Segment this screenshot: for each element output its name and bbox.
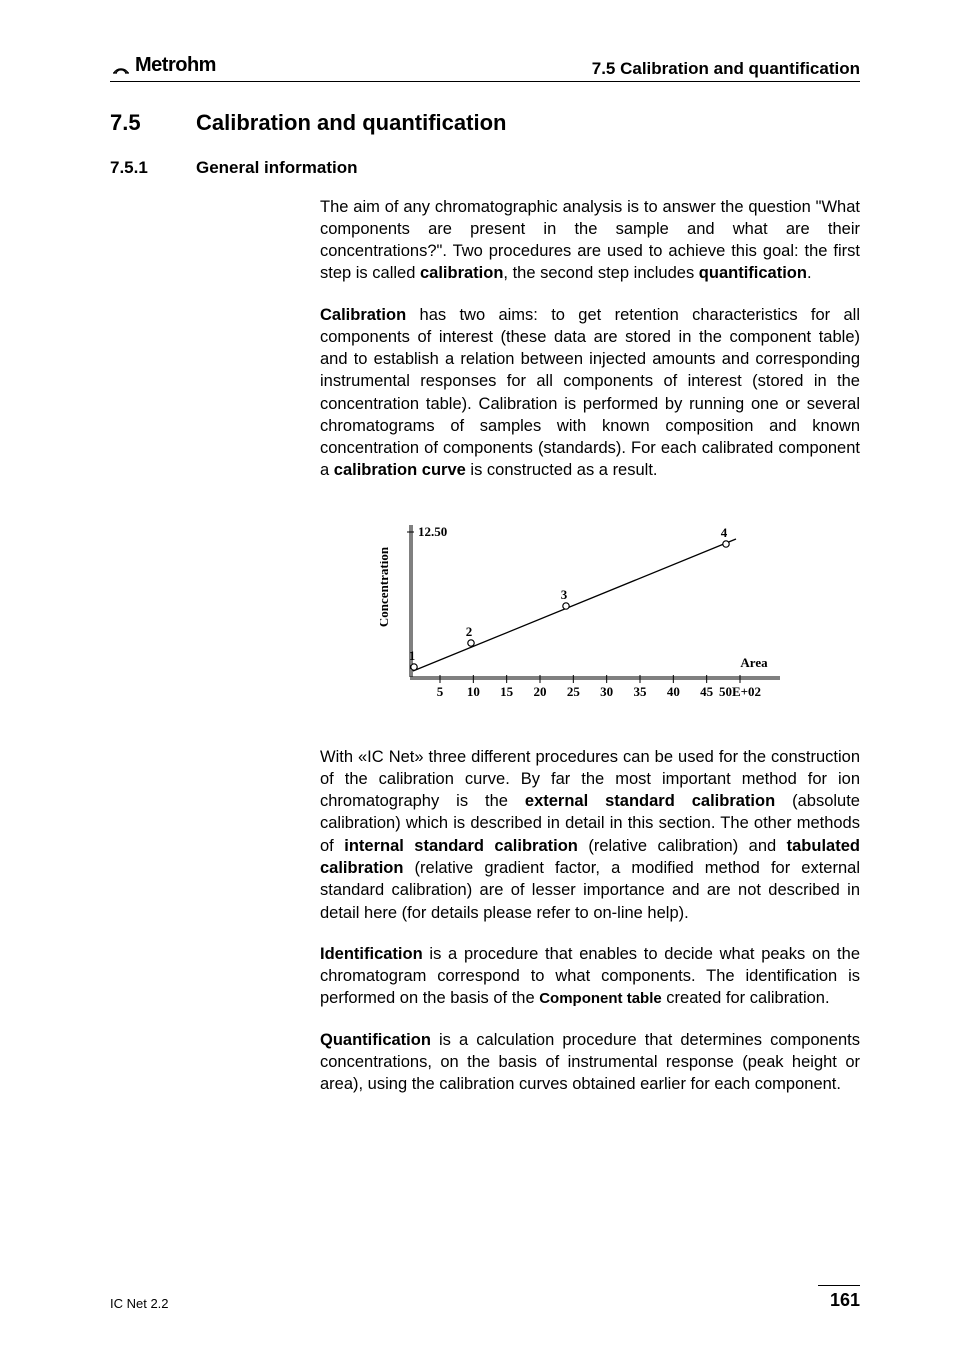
paragraph-intro: The aim of any chromatographic analysis … (320, 196, 860, 285)
body-content: The aim of any chromatographic analysis … (320, 196, 860, 1096)
subsection-number: 7.5.1 (110, 158, 152, 178)
text-run: . (807, 264, 812, 282)
logo-icon (110, 58, 132, 74)
text-run: (relative calibration) and (578, 837, 787, 855)
svg-text:5: 5 (437, 684, 444, 699)
bold-term-calibration-curve: calibration curve (334, 461, 466, 479)
text-run: has two aims: to get retention character… (320, 306, 860, 480)
paragraph-identification: Identification is a procedure that enabl… (320, 943, 860, 1010)
logo: Metrohm (110, 54, 216, 77)
section-heading: 7.5 Calibration and quantification (110, 110, 860, 136)
bold-term-quantification: quantification (699, 264, 807, 282)
text-run: created for calibration. (662, 989, 830, 1007)
bold-term-calibration: Calibration (320, 306, 406, 324)
svg-text:45: 45 (700, 684, 714, 699)
svg-text:2: 2 (466, 624, 473, 639)
header-section-ref: 7.5 Calibration and quantification (592, 59, 860, 79)
svg-text:20: 20 (534, 684, 547, 699)
page-footer: IC Net 2.2 161 (110, 1285, 860, 1311)
page-header: Metrohm 7.5 Calibration and quantificati… (110, 54, 860, 82)
svg-text:12.50: 12.50 (418, 524, 447, 539)
paragraph-quantification: Quantification is a calculation procedur… (320, 1029, 860, 1096)
subsection-heading: 7.5.1 General information (110, 158, 860, 178)
bold-term-internal-std: internal standard calibration (344, 837, 578, 855)
chart-svg: Concentration 12.50 5 10 15 20 25 30 35 40 45 50E+0… (380, 512, 800, 712)
svg-text:15: 15 (500, 684, 514, 699)
svg-text:25: 25 (567, 684, 581, 699)
logo-text: Metrohm (135, 54, 216, 77)
footer-product: IC Net 2.2 (110, 1296, 169, 1311)
subsection-title: General information (196, 158, 358, 178)
svg-text:30: 30 (600, 684, 613, 699)
svg-text:35: 35 (634, 684, 648, 699)
svg-text:10: 10 (467, 684, 480, 699)
svg-text:4: 4 (721, 525, 728, 540)
bold-term-identification: Identification (320, 945, 423, 963)
svg-text:50E+02: 50E+02 (719, 684, 761, 699)
bold-term-calibration: calibration (420, 264, 503, 282)
svg-text:Concentration: Concentration (380, 546, 391, 627)
svg-text:40: 40 (667, 684, 680, 699)
bold-term-external-std: external standard calibration (525, 792, 775, 810)
svg-text:Area: Area (740, 655, 768, 670)
calibration-curve-chart: Concentration 12.50 5 10 15 20 25 30 35 40 45 50E+0… (380, 512, 860, 712)
paragraph-methods: With «IC Net» three different procedures… (320, 746, 860, 924)
section-title: Calibration and quantification (196, 110, 506, 136)
svg-text:3: 3 (561, 587, 568, 602)
footer-page-number: 161 (818, 1285, 860, 1311)
section-number: 7.5 (110, 110, 152, 136)
bold-term-component-table: Component table (539, 990, 662, 1007)
text-run: , the second step includes (503, 264, 698, 282)
paragraph-calibration: Calibration has two aims: to get retenti… (320, 304, 860, 482)
bold-term-quantification: Quantification (320, 1031, 431, 1049)
svg-text:1: 1 (409, 648, 416, 663)
text-run: is constructed as a result. (466, 461, 658, 479)
